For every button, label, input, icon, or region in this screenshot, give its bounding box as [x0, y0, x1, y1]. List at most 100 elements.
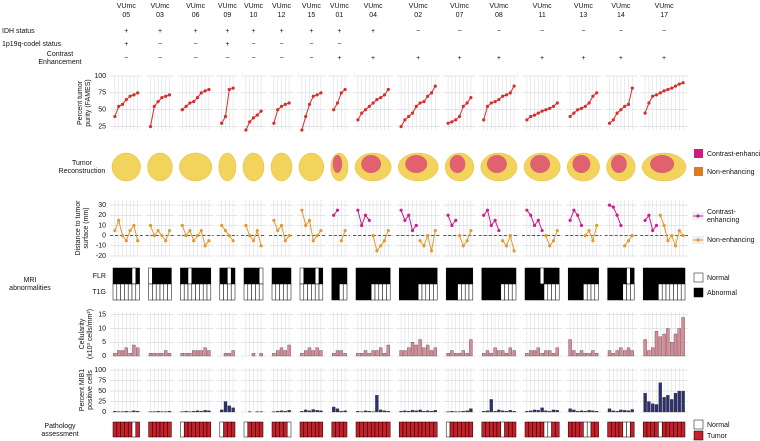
mri-cell — [661, 267, 667, 285]
series-line — [545, 230, 558, 247]
point — [220, 223, 224, 228]
mri-cell — [167, 267, 172, 285]
mri-cell — [255, 283, 260, 301]
bar — [450, 411, 454, 413]
mri-cell — [594, 267, 599, 285]
mri-cell — [112, 267, 118, 285]
point — [647, 213, 651, 217]
pathology-cell — [342, 421, 348, 438]
bar — [662, 397, 666, 413]
bar — [136, 347, 140, 357]
bar — [501, 350, 505, 357]
axis-label: Percent MIB1 — [79, 369, 86, 412]
mri-cell — [223, 283, 228, 301]
bar — [591, 410, 595, 413]
pathology-cell — [195, 421, 200, 438]
point — [195, 234, 200, 238]
bar — [681, 390, 685, 413]
point — [283, 102, 287, 106]
point — [426, 234, 430, 238]
mri-cell — [630, 267, 635, 285]
enhancing-render — [572, 155, 591, 173]
pathology-cell — [579, 421, 584, 438]
pathology-cell — [286, 421, 292, 438]
point — [568, 218, 572, 222]
pathology-cell — [374, 421, 380, 438]
status: − — [158, 41, 162, 48]
pathology-cell — [551, 421, 556, 438]
mri-cell — [611, 283, 616, 301]
bar — [670, 399, 674, 413]
pathology-cell — [468, 421, 474, 438]
bar — [410, 342, 415, 357]
bar — [587, 410, 591, 413]
bar — [184, 411, 188, 413]
point — [489, 223, 493, 228]
mri-cell — [303, 267, 308, 285]
mri-cell — [279, 283, 284, 301]
bar — [450, 350, 454, 357]
pathology-cell — [275, 421, 280, 438]
point — [124, 239, 128, 243]
status: − — [251, 41, 255, 48]
bar — [223, 401, 228, 413]
point — [595, 223, 599, 228]
mri-cell — [594, 283, 599, 301]
point — [450, 120, 454, 124]
bar — [504, 411, 509, 413]
patient-prefix: VUmc — [330, 3, 350, 10]
point — [615, 213, 619, 217]
point — [643, 111, 647, 115]
mri-cell — [307, 267, 312, 285]
pathology-cell — [481, 421, 486, 438]
mri-cell — [485, 283, 490, 301]
patient-id: 06 — [192, 12, 200, 19]
bar — [367, 411, 371, 413]
point — [248, 120, 252, 124]
pathology-cell — [331, 421, 336, 438]
point — [410, 111, 415, 115]
point — [615, 111, 619, 115]
point — [382, 93, 387, 97]
point — [512, 249, 516, 253]
mri-cell — [680, 267, 686, 285]
status: + — [540, 55, 544, 62]
point — [207, 239, 211, 243]
mri-cell — [155, 283, 161, 301]
pathology-cell — [191, 421, 196, 438]
pathology-cell — [219, 421, 224, 438]
bar — [276, 411, 280, 413]
mri-cell — [489, 267, 494, 285]
point — [469, 96, 473, 100]
pathology-cell — [303, 421, 308, 438]
bar — [595, 411, 599, 413]
mri-cell — [425, 267, 430, 285]
mri-cell — [611, 267, 616, 285]
mri-cell — [547, 267, 552, 285]
mri-cell — [386, 267, 391, 285]
point — [654, 223, 659, 228]
bar — [482, 411, 486, 413]
row-label: MRI — [24, 277, 37, 284]
bar — [630, 409, 634, 413]
point — [461, 104, 465, 108]
bar — [489, 399, 493, 413]
mri-cell — [630, 283, 635, 301]
mri-cell — [180, 283, 185, 301]
status: + — [337, 28, 341, 35]
mri-cell — [543, 267, 549, 285]
mri-cell — [410, 267, 415, 285]
bar — [227, 353, 231, 357]
point — [482, 118, 486, 122]
row-label: abnormalities — [9, 285, 51, 292]
pathology-cell — [673, 421, 678, 438]
mri-cell — [511, 267, 517, 285]
mri-cell — [496, 267, 502, 285]
point — [426, 94, 430, 98]
bar — [167, 411, 172, 413]
pathology-cell — [127, 421, 133, 438]
pathology-cell — [421, 421, 427, 438]
bar — [307, 347, 312, 357]
point — [279, 104, 284, 108]
row-label: Tumor — [72, 160, 93, 167]
